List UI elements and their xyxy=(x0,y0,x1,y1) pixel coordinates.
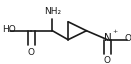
Text: O: O xyxy=(124,34,131,43)
Text: NH₂: NH₂ xyxy=(44,7,61,16)
Text: O: O xyxy=(28,48,35,57)
Text: +: + xyxy=(113,29,118,34)
Text: N: N xyxy=(103,33,111,43)
Text: O: O xyxy=(104,56,111,64)
Text: HO: HO xyxy=(2,25,16,34)
